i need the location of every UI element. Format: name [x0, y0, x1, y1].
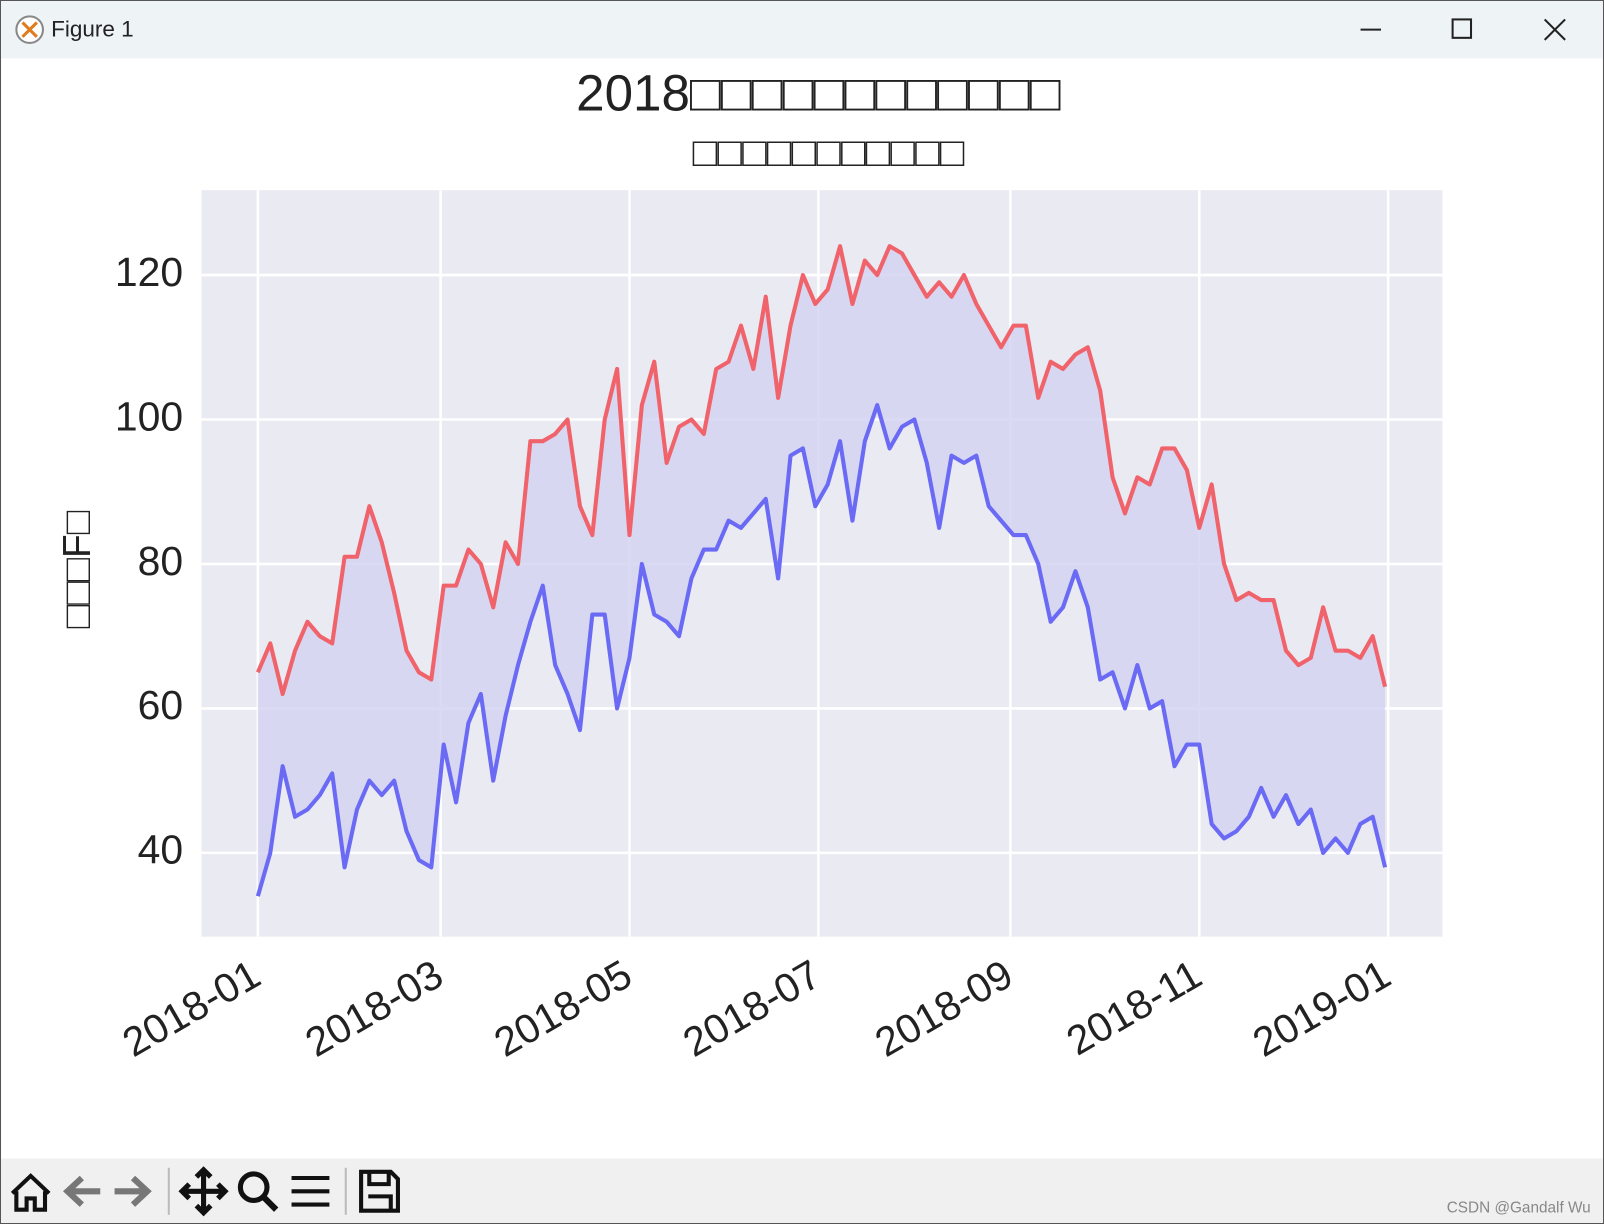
watermark: CSDN @Gandalf Wu — [1447, 1200, 1591, 1217]
forward-button[interactable] — [114, 1175, 152, 1207]
configure-button[interactable] — [291, 1175, 330, 1207]
chart-title: 2018□□□□□□□□□□□□ — [576, 65, 1061, 122]
save-button[interactable] — [359, 1169, 400, 1213]
series-line — [255, 403, 1388, 897]
series-line — [256, 244, 1388, 697]
home-button[interactable] — [10, 1173, 51, 1212]
y-tick-label: 100 — [115, 393, 183, 439]
title-bar — [1, 1, 1603, 59]
y-tick-label: 40 — [138, 827, 184, 873]
fill-between — [257, 246, 1386, 897]
zoom-button[interactable] — [237, 1171, 270, 1204]
y-axis-label: □□□F□ — [56, 510, 99, 628]
zoom-handle — [260, 1194, 279, 1212]
y-tick-label: 80 — [138, 538, 184, 584]
y-tick-label: 60 — [138, 682, 184, 728]
maximize-button[interactable] — [1451, 18, 1473, 39]
app-icon-mark — [21, 21, 38, 38]
chart-subtitle: □□□□□□□□□□□ — [693, 129, 965, 175]
back-button[interactable] — [63, 1175, 101, 1207]
y-tick-label: 120 — [115, 249, 183, 295]
pan-button[interactable] — [178, 1166, 229, 1217]
close-button[interactable] — [1543, 18, 1566, 41]
window-title: Figure 1 — [51, 17, 134, 42]
